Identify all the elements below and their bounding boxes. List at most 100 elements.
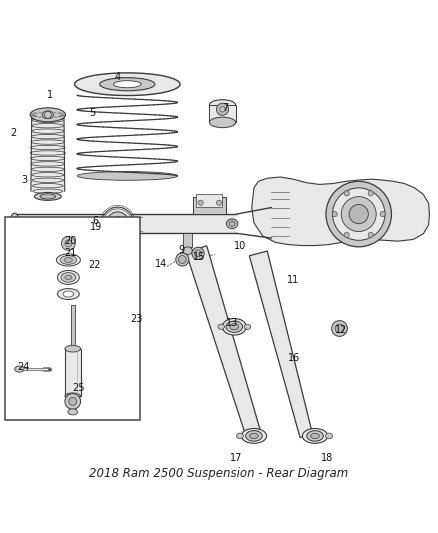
Text: 7: 7 bbox=[223, 103, 229, 114]
Ellipse shape bbox=[302, 429, 328, 443]
Circle shape bbox=[341, 197, 376, 231]
Ellipse shape bbox=[183, 247, 192, 255]
Circle shape bbox=[332, 212, 337, 217]
Ellipse shape bbox=[100, 78, 155, 91]
Ellipse shape bbox=[31, 146, 65, 150]
Text: 19: 19 bbox=[90, 222, 102, 232]
Text: 15: 15 bbox=[193, 252, 205, 262]
Ellipse shape bbox=[42, 111, 53, 119]
Ellipse shape bbox=[57, 288, 79, 300]
Circle shape bbox=[344, 232, 350, 238]
Text: 22: 22 bbox=[88, 260, 101, 270]
Text: 5: 5 bbox=[89, 108, 95, 118]
Ellipse shape bbox=[102, 207, 134, 239]
Text: 16: 16 bbox=[288, 353, 300, 363]
Ellipse shape bbox=[57, 270, 79, 285]
Circle shape bbox=[349, 205, 368, 224]
Text: 4: 4 bbox=[115, 72, 121, 82]
Ellipse shape bbox=[112, 217, 124, 229]
Ellipse shape bbox=[107, 212, 129, 234]
Bar bbox=[65, 349, 81, 396]
Circle shape bbox=[335, 324, 344, 333]
Ellipse shape bbox=[31, 156, 65, 160]
Bar bbox=[196, 194, 223, 207]
Circle shape bbox=[368, 232, 373, 238]
Ellipse shape bbox=[30, 151, 66, 155]
Text: 20: 20 bbox=[64, 236, 77, 246]
Ellipse shape bbox=[32, 183, 63, 188]
Bar bbox=[183, 233, 192, 247]
Ellipse shape bbox=[77, 172, 177, 180]
Ellipse shape bbox=[33, 189, 63, 193]
Text: 1: 1 bbox=[47, 90, 53, 100]
Text: 18: 18 bbox=[321, 453, 333, 463]
Text: 3: 3 bbox=[21, 175, 28, 185]
Polygon shape bbox=[249, 251, 313, 438]
Bar bbox=[209, 105, 236, 123]
Circle shape bbox=[344, 191, 350, 196]
Ellipse shape bbox=[64, 257, 72, 263]
Circle shape bbox=[61, 236, 75, 251]
Ellipse shape bbox=[311, 433, 319, 439]
Ellipse shape bbox=[178, 256, 186, 263]
Ellipse shape bbox=[244, 324, 251, 329]
Ellipse shape bbox=[32, 178, 64, 182]
Ellipse shape bbox=[209, 100, 236, 110]
Ellipse shape bbox=[192, 247, 204, 260]
Polygon shape bbox=[31, 115, 65, 191]
Ellipse shape bbox=[31, 140, 65, 144]
Ellipse shape bbox=[226, 321, 243, 333]
Ellipse shape bbox=[307, 431, 323, 441]
Ellipse shape bbox=[63, 291, 74, 297]
Bar bbox=[71, 305, 75, 349]
Text: 11: 11 bbox=[287, 274, 299, 285]
Circle shape bbox=[198, 200, 203, 205]
Bar bbox=[5, 217, 141, 420]
Ellipse shape bbox=[32, 129, 64, 133]
Circle shape bbox=[216, 200, 222, 205]
Polygon shape bbox=[186, 246, 261, 438]
Text: 25: 25 bbox=[72, 383, 85, 393]
Text: 14: 14 bbox=[155, 260, 167, 269]
Ellipse shape bbox=[176, 253, 189, 266]
Circle shape bbox=[380, 212, 385, 217]
Ellipse shape bbox=[209, 117, 236, 128]
Ellipse shape bbox=[241, 429, 267, 443]
Ellipse shape bbox=[31, 167, 64, 172]
Ellipse shape bbox=[237, 433, 244, 439]
Circle shape bbox=[332, 188, 385, 240]
Ellipse shape bbox=[31, 134, 64, 139]
Ellipse shape bbox=[10, 213, 19, 234]
Circle shape bbox=[44, 111, 51, 118]
Ellipse shape bbox=[32, 173, 64, 177]
Ellipse shape bbox=[35, 192, 61, 200]
Ellipse shape bbox=[14, 366, 24, 372]
Ellipse shape bbox=[194, 250, 201, 257]
Ellipse shape bbox=[70, 346, 76, 351]
Text: 12: 12 bbox=[335, 325, 347, 335]
Ellipse shape bbox=[250, 433, 258, 439]
Bar bbox=[14, 214, 237, 233]
Text: 6: 6 bbox=[93, 216, 99, 226]
Ellipse shape bbox=[33, 112, 63, 117]
Circle shape bbox=[220, 107, 225, 112]
Ellipse shape bbox=[218, 324, 224, 329]
Ellipse shape bbox=[65, 393, 81, 399]
Ellipse shape bbox=[30, 108, 66, 122]
Ellipse shape bbox=[246, 431, 262, 441]
Ellipse shape bbox=[65, 345, 81, 352]
Circle shape bbox=[216, 103, 229, 116]
Text: 24: 24 bbox=[17, 362, 30, 372]
Text: 17: 17 bbox=[230, 453, 243, 463]
Circle shape bbox=[326, 181, 392, 247]
Polygon shape bbox=[252, 177, 429, 246]
Ellipse shape bbox=[32, 118, 63, 123]
Ellipse shape bbox=[226, 219, 238, 229]
Ellipse shape bbox=[31, 161, 65, 166]
Bar bbox=[193, 197, 226, 214]
Circle shape bbox=[65, 240, 72, 247]
Circle shape bbox=[332, 321, 347, 336]
Text: 23: 23 bbox=[130, 314, 142, 324]
Circle shape bbox=[65, 393, 81, 409]
Ellipse shape bbox=[222, 318, 246, 335]
